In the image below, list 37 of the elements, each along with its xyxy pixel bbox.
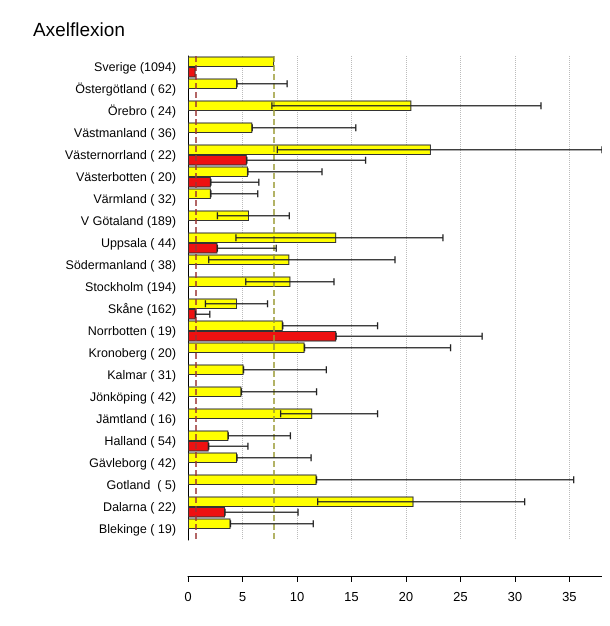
- bar: [188, 474, 317, 485]
- y-tick-label: Blekinge ( 19): [98, 522, 176, 536]
- x-tick-label: 15: [344, 589, 359, 604]
- y-tick-label: Västmanland ( 36): [74, 126, 176, 140]
- y-tick-label: Sverige (1094): [94, 60, 176, 74]
- bar: [188, 122, 252, 133]
- x-tick-label: 35: [562, 589, 577, 604]
- bar: [188, 386, 242, 397]
- y-tick-label: Dalarna ( 22): [103, 500, 176, 514]
- y-tick-label: Skåne (162): [108, 302, 176, 316]
- x-tick-label: 30: [508, 589, 522, 604]
- y-tick-label: Gotland ( 5): [106, 478, 176, 492]
- y-tick-label: Västerbotten ( 20): [76, 170, 176, 184]
- y-tick-label: Jämtland ( 16): [96, 412, 176, 426]
- y-tick-label: Gävleborg ( 42): [89, 456, 176, 470]
- bar: [188, 364, 244, 375]
- y-tick-label: Östergötland ( 62): [75, 82, 176, 96]
- y-tick-label: Värmland ( 32): [93, 192, 176, 206]
- y-tick-label: Halland ( 54): [104, 434, 176, 448]
- y-tick-label: Norrbotten ( 19): [88, 324, 176, 338]
- y-tick-label: Örebro ( 24): [108, 104, 176, 118]
- x-tick-label: 5: [238, 589, 246, 604]
- y-tick-label: Kalmar ( 31): [107, 368, 176, 382]
- y-tick-label: Stockholm (194): [84, 280, 176, 294]
- x-tick-label: 25: [453, 589, 468, 604]
- y-tick-label: Södermanland ( 38): [66, 258, 176, 272]
- bar: [188, 276, 290, 287]
- y-tick-label: Jönköping ( 42): [90, 390, 176, 404]
- y-tick-label: Uppsala ( 44): [100, 236, 176, 250]
- x-tick-label: 10: [290, 589, 304, 604]
- chart-title: Axelflexion: [33, 20, 125, 41]
- x-tick-label: 20: [398, 589, 414, 604]
- y-tick-label: Västernorrland ( 22): [64, 148, 176, 162]
- y-tick-label: Kronoberg ( 20): [88, 346, 176, 360]
- y-tick-label: V Götaland (189): [80, 214, 176, 228]
- bar: [188, 408, 312, 419]
- x-tick-label: 0: [184, 589, 192, 604]
